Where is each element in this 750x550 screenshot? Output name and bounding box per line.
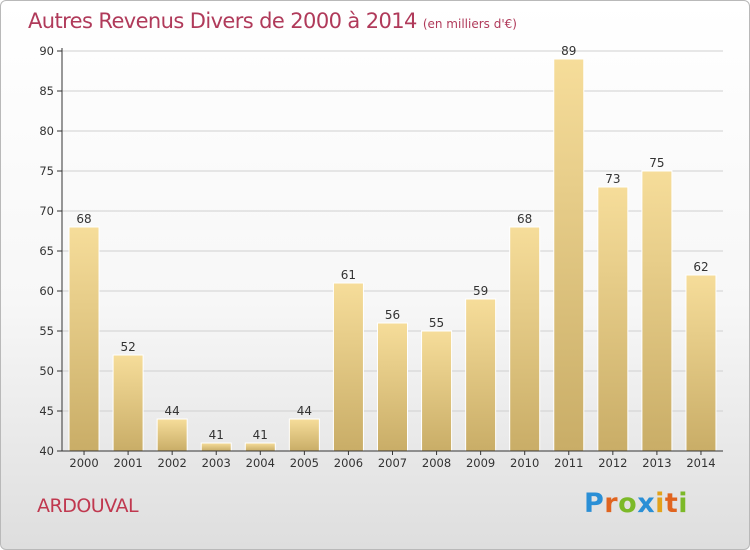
y-tick-label: 55 <box>39 324 54 338</box>
x-tick-label-2002: 2002 <box>158 456 187 470</box>
y-tick-label: 60 <box>39 284 54 298</box>
y-tick-label: 90 <box>39 44 54 58</box>
x-tick-label-2000: 2000 <box>69 456 98 470</box>
data-label-2000: 68 <box>76 212 91 226</box>
x-tick-label-2005: 2005 <box>290 456 319 470</box>
bar-2005 <box>288 418 320 452</box>
bar-2003 <box>200 442 232 452</box>
bar-2004 <box>244 442 276 452</box>
data-label-2012: 73 <box>605 172 620 186</box>
bar-2014 <box>685 274 717 452</box>
y-tick-label: 70 <box>39 204 54 218</box>
y-tick-label: 65 <box>39 244 54 258</box>
bar-2006 <box>332 282 364 452</box>
x-tick-label-2006: 2006 <box>334 456 363 470</box>
data-label-2008: 55 <box>429 316 444 330</box>
x-tick-label-2001: 2001 <box>113 456 142 470</box>
data-label-2011: 89 <box>561 44 576 58</box>
bar-2011 <box>553 58 585 452</box>
bar-2013 <box>641 170 673 452</box>
chart-subtitle: (en milliers d'€) <box>422 17 517 31</box>
y-tick-label: 80 <box>39 124 54 138</box>
data-label-2002: 44 <box>165 404 180 418</box>
x-tick-label-2003: 2003 <box>202 456 231 470</box>
x-tick-label-2013: 2013 <box>642 456 671 470</box>
proxiti-logo: Proxiti <box>584 488 689 519</box>
x-tick-label-2009: 2009 <box>466 456 495 470</box>
data-label-2004: 41 <box>253 428 268 442</box>
bar-2012 <box>597 186 629 452</box>
y-tick-label: 45 <box>39 404 54 418</box>
x-tick-label-2004: 2004 <box>246 456 275 470</box>
y-tick-label: 40 <box>39 444 54 458</box>
data-label-2006: 61 <box>341 268 356 282</box>
bar-2001 <box>112 354 144 452</box>
place-name: ARDOUVAL <box>37 495 139 517</box>
data-label-2003: 41 <box>209 428 224 442</box>
chart-title-text: Autres Revenus Divers de 2000 à 2014 <box>28 9 417 33</box>
data-label-2005: 44 <box>297 404 312 418</box>
bar-2002 <box>156 418 188 452</box>
data-label-2013: 75 <box>649 156 664 170</box>
x-tick-label-2010: 2010 <box>510 456 539 470</box>
bar-2010 <box>509 226 541 452</box>
bar-2007 <box>377 322 408 452</box>
bar-2008 <box>421 330 453 452</box>
data-label-2007: 56 <box>385 308 400 322</box>
x-tick-label-2007: 2007 <box>378 456 407 470</box>
y-tick-label: 85 <box>39 84 54 98</box>
data-label-2009: 59 <box>473 284 488 298</box>
y-tick-label: 50 <box>39 364 54 378</box>
x-tick-label-2011: 2011 <box>554 456 583 470</box>
bar-2000 <box>68 226 100 452</box>
data-label-2014: 62 <box>693 260 708 274</box>
x-tick-label-2014: 2014 <box>686 456 715 470</box>
bar-2009 <box>465 298 497 452</box>
axes: 40 45 50 55 60 65 70 75 80 85 90 2000 2001 2002 2003 20… <box>39 44 723 470</box>
chart-title: Autres Revenus Divers de 2000 à 2014 (en … <box>28 9 517 33</box>
data-label-2010: 68 <box>517 212 532 226</box>
x-tick-label-2012: 2012 <box>598 456 627 470</box>
y-tick-label: 75 <box>39 164 54 178</box>
bars: 68 52 44 41 41 44 61 56 55 59 68 89 73 75 62 <box>68 44 717 452</box>
x-tick-label-2008: 2008 <box>422 456 451 470</box>
data-label-2001: 52 <box>120 340 135 354</box>
